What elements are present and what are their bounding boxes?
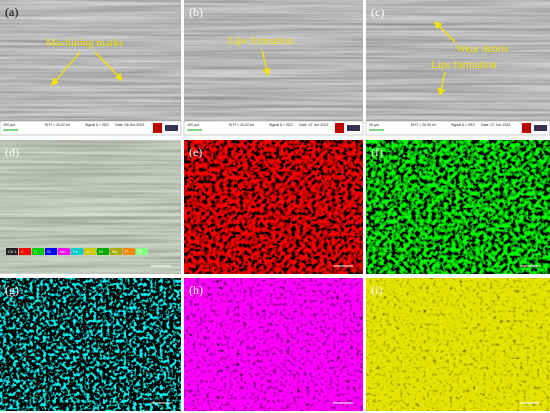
panel-label: (c)	[371, 5, 384, 19]
legend-label: P	[125, 249, 128, 254]
legend-label: C	[21, 249, 24, 254]
legend-swatch	[84, 248, 96, 255]
arrow	[51, 51, 81, 86]
legend-label: Fe	[73, 249, 78, 254]
legend-label: Si	[47, 249, 51, 254]
legend-swatch	[123, 248, 135, 255]
arrow	[434, 21, 456, 43]
annotation: Wear debris	[456, 43, 509, 55]
micrograph	[184, 278, 363, 411]
panel-label: (f)	[371, 145, 383, 159]
legend-label: Ch 1	[8, 249, 17, 254]
legend-swatch	[19, 248, 31, 255]
panel-label: (a)	[5, 5, 18, 19]
panel-label: (i)	[371, 283, 382, 297]
legend-swatch	[71, 248, 83, 255]
panel-label: (g)	[5, 283, 19, 297]
micrograph	[366, 278, 550, 411]
micrograph	[184, 0, 363, 121]
footer-signal: Signal A = SE2	[451, 123, 475, 127]
legend-swatch	[58, 248, 70, 255]
footer-eht: EHT = 20.00 kV	[411, 123, 437, 127]
footer	[0, 120, 182, 136]
panel-label: (e)	[189, 145, 202, 159]
scale-label: 30 µm	[369, 123, 379, 127]
micrograph-fill	[366, 278, 550, 411]
micrograph	[0, 278, 181, 411]
footer	[183, 120, 364, 136]
footer-date: Date :27 Jun 2023	[481, 123, 510, 127]
annotation: Machining marks	[46, 37, 123, 49]
arrow	[437, 71, 446, 97]
legend-swatch	[6, 248, 18, 255]
logo	[335, 123, 344, 133]
legend-swatch	[110, 248, 122, 255]
legend-label: Mg	[112, 249, 118, 254]
arrow	[261, 49, 271, 77]
legend-label: O	[34, 249, 37, 254]
micrograph	[366, 0, 550, 121]
legend-label: Cr	[86, 249, 91, 254]
arrow	[94, 51, 123, 81]
legend-swatch	[136, 248, 148, 255]
legend-swatch	[97, 248, 109, 255]
footer-signal: Signal A = SE2	[85, 123, 109, 127]
footer-eht: EHT = 20.00 kV	[229, 123, 255, 127]
annotation: Lips formation	[431, 59, 497, 71]
legend-swatch	[32, 248, 44, 255]
panel-label: (d)	[5, 145, 19, 159]
footer-signal: Signal A = SE2	[269, 123, 293, 127]
panel-label: (h)	[189, 283, 203, 297]
logo	[153, 123, 162, 133]
annotation: Lips formation	[228, 35, 294, 47]
logo2	[165, 125, 178, 131]
micrograph	[0, 0, 181, 121]
micrograph	[366, 140, 550, 274]
micrograph	[184, 140, 363, 274]
scale-label: 200 µm	[3, 123, 15, 127]
legend-label: Ni	[99, 249, 103, 254]
footer-date: Date :26 Jun 2023	[115, 123, 144, 127]
footer	[365, 120, 550, 136]
legend-swatch	[45, 248, 57, 255]
legend-label: Mn	[60, 249, 66, 254]
scale-label: 100 µm	[187, 123, 199, 127]
panel-label: (b)	[189, 5, 203, 19]
logo2	[534, 125, 547, 131]
logo	[522, 123, 531, 133]
footer-eht: EHT = 20.00 kV	[45, 123, 71, 127]
footer-date: Date :27 Jun 2023	[299, 123, 328, 127]
legend-label: S	[138, 249, 141, 254]
logo2	[347, 125, 360, 131]
